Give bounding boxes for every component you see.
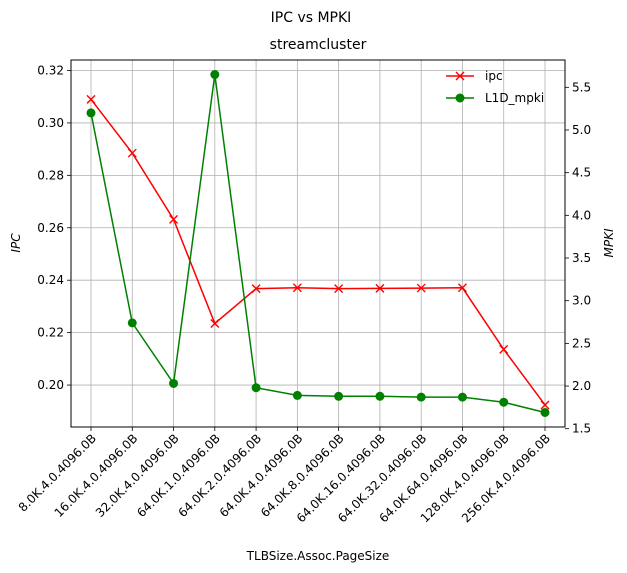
data-point-ipc [457,283,467,293]
left-tick-label: 0.22 [37,326,64,340]
data-point-ipc [169,214,179,224]
data-point-l1d-mpki [375,391,385,401]
right-tick-label: 3.5 [572,251,591,265]
data-point-ipc-stroke [251,284,261,294]
legend-label-l1d-mpki: L1D_mpki [485,91,544,105]
data-point-ipc-stroke [457,283,467,293]
right-tick-label: 5.0 [572,123,591,137]
data-point-l1d-mpki [416,392,426,402]
data-point-ipc [251,284,261,294]
data-point-l1d-mpki [334,391,344,401]
data-point-ipc-stroke [210,318,220,328]
x-axis: 8.0K.4.0.4096.0B16.0K.4.0.4096.0B32.0K.4… [16,427,553,525]
legend-marker-ipc-stroke [455,71,465,81]
data-point-ipc-stroke [334,284,344,294]
chart-title: streamcluster [270,37,367,53]
plot-frame [70,59,566,428]
data-point-l1d-mpki [169,378,179,388]
legend-marker-ipc [455,71,465,81]
data-point-l1d-mpki [86,108,96,118]
legend: ipc L1D_mpki [446,69,544,105]
right-tick-label: 1.5 [572,422,591,436]
left-axis: 0.20 0.22 0.24 0.26 0.28 0.30 0.32 [37,63,71,392]
data-point-ipc-stroke [127,148,137,158]
legend-marker-l1d-mpki [455,93,465,103]
data-point-l1d-mpki [210,70,220,80]
data-point-ipc-stroke [86,94,96,104]
data-point-l1d-mpki [127,318,137,328]
data-point-ipc [540,400,550,410]
data-point-ipc-stroke [499,344,509,354]
data-point-l1d-mpki [251,383,261,393]
series-layer [86,70,550,417]
data-point-ipc-stroke [375,283,385,293]
left-tick-label: 0.28 [37,168,64,182]
grid [71,60,565,427]
data-point-ipc [86,94,96,104]
right-tick-label: 2.5 [572,336,591,350]
data-point-ipc-stroke [292,283,302,293]
left-tick-label: 0.24 [37,273,64,287]
data-point-ipc [210,318,220,328]
right-tick-label: 4.5 [572,166,591,180]
data-point-ipc [127,148,137,158]
right-axis-label: MPKI [602,228,616,257]
data-point-l1d-mpki [540,407,550,417]
data-point-l1d-mpki [499,397,509,407]
left-axis-label: IPC [9,233,23,253]
right-axis: 1.5 2.0 2.5 3.0 3.5 4.0 4.5 5.0 5.5 [565,80,591,436]
data-point-l1d-mpki [457,392,467,402]
left-tick-label: 0.30 [37,116,64,130]
data-point-ipc [499,344,509,354]
series-line-l1d-mpki [90,74,546,414]
right-tick-label: 4.0 [572,208,591,222]
legend-label-ipc: ipc [485,69,503,83]
data-point-ipc-stroke [416,283,426,293]
data-point-ipc-stroke [169,214,179,224]
data-point-ipc-stroke [540,400,550,410]
series-line-ipc [90,98,546,406]
data-point-ipc [375,283,385,293]
x-tick-label: 8.0K.4.0.4096.0B [16,431,99,514]
x-axis-label: TLBSize.Assoc.PageSize [246,549,390,563]
data-point-ipc [334,284,344,294]
right-tick-label: 3.0 [572,294,591,308]
chart-suptitle: IPC vs MPKI [271,10,352,26]
left-tick-label: 0.26 [37,221,64,235]
data-point-ipc [416,283,426,293]
left-tick-label: 0.20 [37,378,64,392]
data-point-ipc [292,283,302,293]
right-tick-label: 5.5 [572,80,591,94]
data-point-l1d-mpki [292,390,302,400]
left-tick-label: 0.32 [37,63,64,77]
right-tick-label: 2.0 [572,379,591,393]
